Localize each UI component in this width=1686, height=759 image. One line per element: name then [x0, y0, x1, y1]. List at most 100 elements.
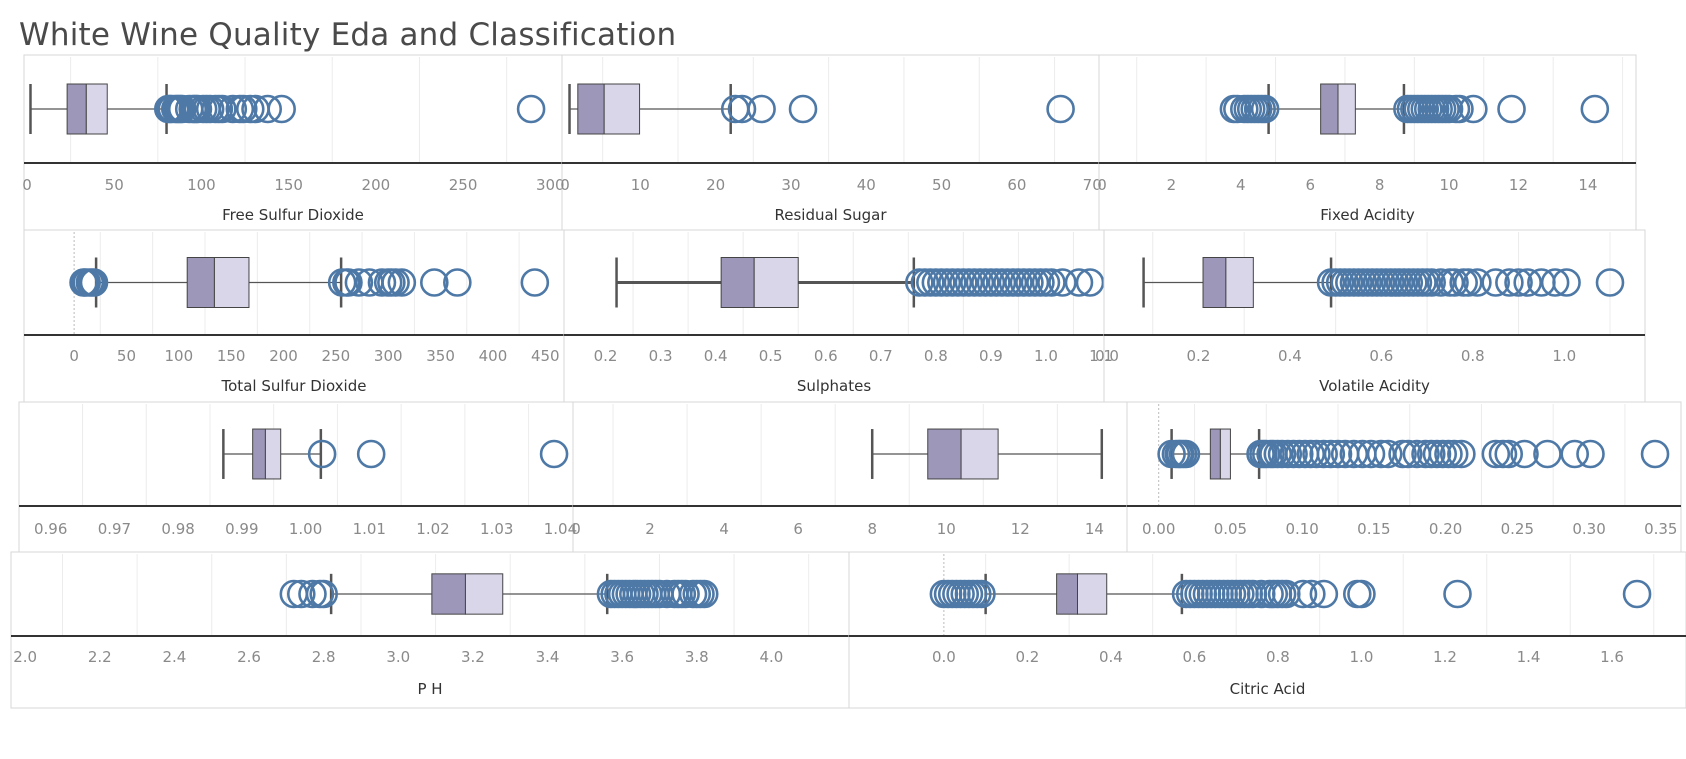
outlier-point [1417, 268, 1446, 297]
x-axis-title: Volatile Acidity [1319, 377, 1430, 395]
panel-frame [848, 551, 1686, 709]
x-tick-label: 8 [867, 520, 877, 538]
x-tick-label: 10 [1440, 176, 1459, 194]
x-tick-label: 250 [449, 176, 478, 194]
x-tick-label: 0.98 [161, 520, 194, 538]
outlier-point [1640, 439, 1670, 469]
x-tick-label: 1.0 [1350, 648, 1374, 666]
x-tick-label: 100 [165, 347, 194, 365]
x-tick-label: 10 [631, 176, 650, 194]
boxplot-panel-2: 0 10 20 30 40 50 60 70 Residual Sugar [560, 54, 1102, 231]
outlier-point [1552, 268, 1581, 297]
outlier-point [1463, 268, 1492, 297]
x-tick-label: 12 [1509, 176, 1528, 194]
outlier-point [747, 94, 776, 124]
outlier-point [381, 268, 410, 297]
x-tick-label: 40 [857, 176, 876, 194]
outlier-point [387, 268, 417, 297]
x-tick-label: 0.00 [1142, 520, 1175, 538]
x-tick-label: 0.2 [594, 347, 618, 365]
box-upper-half [213, 257, 250, 308]
x-tick-label: 6 [1305, 176, 1315, 194]
x-tick-label: 50 [932, 176, 951, 194]
outlier-point [1513, 268, 1542, 297]
x-tick-label: 0.2 [1187, 347, 1211, 365]
outlier-point [1302, 439, 1331, 469]
box-upper-half [264, 428, 282, 480]
x-tick-label: 0.4 [1278, 347, 1302, 365]
box-lower-half [186, 257, 215, 308]
x-tick-label: 4 [1236, 176, 1246, 194]
x-tick-label: 0.8 [1266, 648, 1290, 666]
outlier-point [309, 579, 338, 609]
x-tick-label: 1.00 [289, 520, 322, 538]
box-lower-half [1320, 83, 1339, 135]
x-tick-label: 6 [793, 520, 803, 538]
outlier-point [1297, 579, 1326, 609]
outlier-point [1445, 94, 1474, 124]
x-axis-title: Fixed Acidity [1320, 206, 1415, 224]
outlier-point [1576, 439, 1605, 469]
box-upper-half [1219, 428, 1231, 480]
x-tick-label: 20 [706, 176, 725, 194]
outlier-point [344, 268, 374, 297]
x-tick-label: 0 [22, 176, 32, 194]
outlier-point [1459, 94, 1488, 124]
box-upper-half [464, 573, 504, 615]
box-lower-half [720, 257, 755, 308]
x-tick-label: 8 [1375, 176, 1385, 194]
outlier-point [1288, 579, 1318, 609]
x-tick-label: 0.6 [814, 347, 838, 365]
x-axis-title: Residual Sugar [774, 206, 887, 224]
outlier-point [1064, 268, 1094, 297]
outlier-point [443, 268, 472, 297]
x-tick-label: 3.4 [536, 648, 560, 666]
x-tick-label: 1.02 [416, 520, 449, 538]
outlier-point [1540, 268, 1570, 297]
x-tick-label: 0.0 [1095, 347, 1119, 365]
boxplot-panel-3: 0 2 4 6 8 10 12 14 Fixed Acidity [1097, 54, 1637, 231]
boxplot-panel-9: 0.00 0.05 0.10 0.15 0.20 0.25 0.30 0.35 [1126, 401, 1682, 553]
outlier-point [1453, 268, 1483, 297]
outlier-point [727, 94, 757, 124]
x-tick-label: 4 [719, 520, 729, 538]
outlier-point [1443, 579, 1472, 609]
outlier-point [1373, 439, 1403, 469]
x-tick-label: 10 [937, 520, 956, 538]
outlier-point [1316, 439, 1346, 469]
outlier-point [1447, 439, 1476, 469]
outlier-point [1580, 94, 1610, 124]
panel-frame [23, 54, 563, 231]
outlier-point [1560, 439, 1590, 469]
outlier-point [1037, 268, 1066, 297]
boxplot-panel-10: 2.0 2.2 2.4 2.6 2.8 3.0 3.2 3.4 3.6 3.8 4.0 P H [10, 551, 850, 709]
x-tick-label: 14 [1578, 176, 1597, 194]
box-upper-half [1337, 83, 1356, 135]
x-axis-title: Total Sulfur Dioxide [221, 377, 367, 395]
outlier-point [1481, 268, 1510, 297]
outlier-point [1622, 579, 1652, 609]
x-tick-label: 0 [69, 347, 79, 365]
x-tick-label: 1.04 [544, 520, 577, 538]
x-tick-label: 2.2 [88, 648, 112, 666]
x-tick-label: 0.5 [759, 347, 783, 365]
x-tick-label: 1.2 [1433, 648, 1457, 666]
outlier-point [1075, 268, 1105, 297]
boxplot-panel-7: 0.96 0.97 0.98 0.99 1.00 1.01 1.02 1.03 1.04 [18, 401, 577, 553]
x-tick-label: 0.30 [1572, 520, 1605, 538]
box-lower-half [577, 83, 605, 135]
x-tick-label: 250 [322, 347, 351, 365]
x-tick-label: 100 [187, 176, 216, 194]
boxplot-panel-8: 0 2 4 6 8 10 12 14 [571, 401, 1128, 553]
x-tick-label: 0.7 [869, 347, 893, 365]
x-tick-label: 0 [1097, 176, 1107, 194]
outlier-point [228, 94, 258, 124]
outlier-point [79, 268, 109, 297]
outlier-point [286, 579, 316, 609]
x-tick-label: 1.6 [1600, 648, 1624, 666]
outlier-point [516, 94, 546, 124]
box-upper-half [1225, 257, 1254, 308]
x-tick-label: 0.6 [1182, 648, 1206, 666]
x-tick-label: 70 [1083, 176, 1102, 194]
x-tick-label: 0.05 [1214, 520, 1247, 538]
